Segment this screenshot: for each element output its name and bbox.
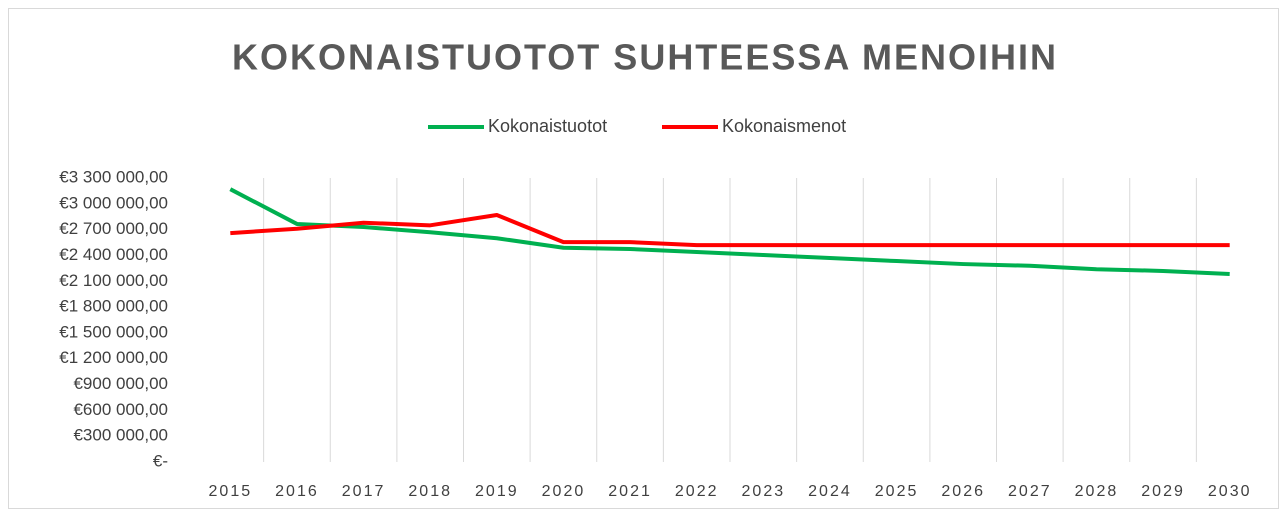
y-tick-label: €3 000 000,00 xyxy=(59,193,168,212)
x-tick-label: 2016 xyxy=(275,483,319,500)
line-series xyxy=(230,213,1230,248)
x-tick-label: 2029 xyxy=(1141,483,1185,500)
x-tick-label: 2028 xyxy=(1075,483,1119,500)
line-series xyxy=(229,187,1230,276)
y-tick-label: €2 100 000,00 xyxy=(59,271,168,290)
x-tick-label: 2018 xyxy=(408,483,452,500)
y-tick-label: €600 000,00 xyxy=(73,400,168,419)
x-tick-label: 2021 xyxy=(608,483,652,500)
y-tick-label: €- xyxy=(153,451,168,470)
chart-title: KOKONAISTUOTOT SUHTEESSA MENOIHIN xyxy=(232,37,1058,78)
legend-label: Kokonaistuotot xyxy=(488,116,607,136)
y-tick-label: €300 000,00 xyxy=(73,426,168,445)
x-tick-label: 2022 xyxy=(675,483,719,500)
chart-border xyxy=(8,8,1279,509)
x-tick-label: 2017 xyxy=(342,483,386,500)
x-tick-label: 2019 xyxy=(475,483,519,500)
y-tick-label: €900 000,00 xyxy=(73,374,168,393)
y-tick-label: €3 300 000,00 xyxy=(59,167,168,186)
x-tick-label: 2015 xyxy=(209,483,253,500)
x-tick-label: 2026 xyxy=(941,483,985,500)
y-tick-label: €2 700 000,00 xyxy=(59,219,168,238)
legend-label: Kokonaismenot xyxy=(722,116,846,136)
x-tick-label: 2023 xyxy=(742,483,786,500)
x-tick-label: 2020 xyxy=(542,483,586,500)
x-tick-label: 2030 xyxy=(1208,483,1252,500)
y-tick-label: €1 800 000,00 xyxy=(59,297,168,316)
x-tick-label: 2024 xyxy=(808,483,852,500)
x-tick-label: 2025 xyxy=(875,483,919,500)
y-tick-label: €2 400 000,00 xyxy=(59,245,168,264)
y-tick-label: €1 500 000,00 xyxy=(59,322,168,341)
y-tick-label: €1 200 000,00 xyxy=(59,348,168,367)
x-tick-label: 2027 xyxy=(1008,483,1052,500)
